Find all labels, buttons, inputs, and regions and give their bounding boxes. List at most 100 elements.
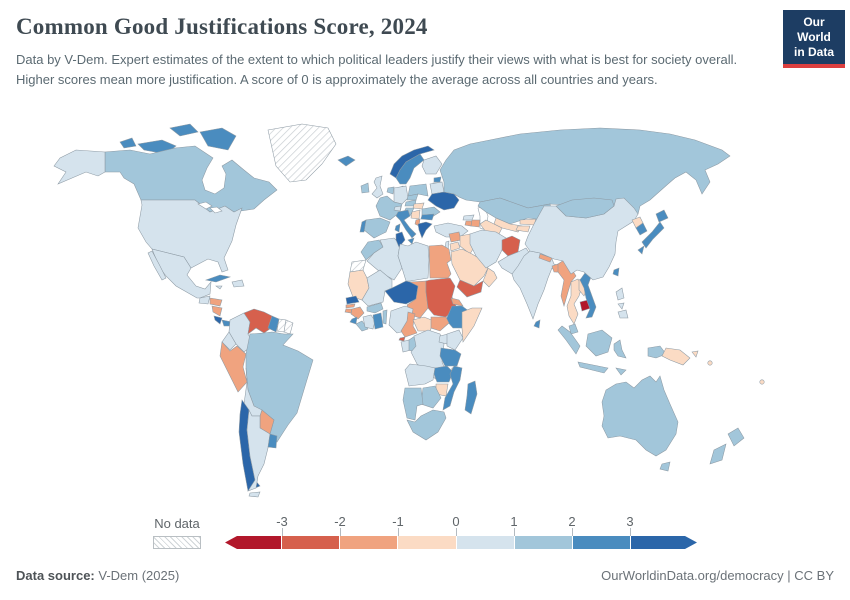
country-fiji[interactable] bbox=[759, 379, 765, 385]
country-greece[interactable] bbox=[417, 221, 433, 239]
country-philippines-visayas[interactable] bbox=[617, 302, 625, 310]
country-angola[interactable] bbox=[404, 363, 436, 387]
country-benin[interactable] bbox=[382, 309, 388, 325]
owid-url-license[interactable]: OurWorldinData.org/democracy | CC BY bbox=[601, 568, 834, 583]
country-canada-arctic-4[interactable] bbox=[119, 137, 137, 149]
legend-bin-2-3[interactable] bbox=[573, 536, 630, 549]
country-japan-honshu[interactable] bbox=[641, 221, 665, 249]
country-netherlands[interactable] bbox=[386, 186, 395, 195]
country-south-korea[interactable] bbox=[635, 222, 648, 236]
country-nicaragua[interactable] bbox=[211, 305, 223, 317]
country-zambia[interactable] bbox=[433, 365, 454, 383]
country-taiwan[interactable] bbox=[612, 267, 620, 277]
country-senegal[interactable] bbox=[345, 295, 360, 305]
country-sweden[interactable] bbox=[395, 153, 425, 185]
country-tajikistan[interactable] bbox=[515, 225, 531, 233]
country-canada-arctic-2[interactable] bbox=[199, 127, 237, 151]
country-estonia[interactable] bbox=[433, 176, 442, 183]
country-switzerland[interactable] bbox=[393, 205, 402, 212]
country-japan-kyushu[interactable] bbox=[637, 245, 645, 255]
country-uruguay[interactable] bbox=[267, 433, 278, 449]
country-ireland[interactable] bbox=[360, 182, 370, 194]
legend-bin-below-neg3[interactable] bbox=[225, 536, 281, 549]
country-ghana[interactable] bbox=[372, 312, 384, 330]
country-venezuela[interactable] bbox=[243, 308, 275, 335]
country-italy[interactable] bbox=[395, 209, 417, 239]
country-syria[interactable] bbox=[448, 231, 462, 243]
country-bulgaria[interactable] bbox=[420, 213, 435, 221]
country-costa-rica[interactable] bbox=[213, 315, 223, 325]
country-georgia[interactable] bbox=[462, 214, 475, 221]
country-cameroon[interactable] bbox=[400, 311, 418, 338]
country-somalia[interactable] bbox=[461, 307, 483, 343]
owid-logo[interactable]: Our World in Data bbox=[783, 10, 845, 68]
country-argentina[interactable] bbox=[246, 409, 271, 492]
country-tanzania[interactable] bbox=[439, 347, 462, 367]
country-spain[interactable] bbox=[363, 217, 391, 239]
country-namibia[interactable] bbox=[402, 387, 424, 421]
country-burkina-faso[interactable] bbox=[366, 302, 384, 314]
country-madagascar[interactable] bbox=[464, 380, 478, 415]
country-tunisia[interactable] bbox=[395, 231, 406, 248]
country-indonesia-papua[interactable] bbox=[647, 345, 667, 359]
country-cuba[interactable] bbox=[204, 274, 232, 283]
legend-bin-neg3-neg2[interactable] bbox=[282, 536, 339, 549]
country-germany[interactable] bbox=[393, 185, 409, 205]
country-mozambique[interactable] bbox=[442, 365, 463, 411]
country-italy-sicily[interactable] bbox=[407, 237, 415, 245]
country-indonesia-sulawesi[interactable] bbox=[613, 339, 627, 359]
country-ecuador[interactable] bbox=[221, 331, 237, 351]
country-tierra-del-fuego[interactable] bbox=[248, 491, 261, 498]
country-solomon-islands[interactable] bbox=[707, 360, 713, 366]
country-liberia[interactable] bbox=[355, 320, 369, 332]
country-honduras[interactable] bbox=[209, 297, 223, 307]
country-indonesia-borneo[interactable] bbox=[585, 329, 613, 357]
country-malaysia[interactable] bbox=[568, 323, 579, 335]
country-new-zealand-north[interactable] bbox=[727, 427, 745, 447]
country-australia[interactable] bbox=[601, 375, 679, 457]
country-guyana[interactable] bbox=[267, 315, 280, 333]
legend-bin-neg1-0[interactable] bbox=[398, 536, 455, 549]
legend-no-data-swatch[interactable] bbox=[153, 536, 201, 549]
country-canada-arctic-3[interactable] bbox=[169, 123, 199, 137]
country-equatorial-guinea[interactable] bbox=[398, 336, 406, 342]
country-alaska[interactable] bbox=[53, 149, 106, 185]
country-philippines-mindanao[interactable] bbox=[617, 309, 629, 319]
country-sierra-leone[interactable] bbox=[349, 316, 358, 325]
country-new-britain[interactable] bbox=[691, 350, 699, 358]
legend-bin-above-3[interactable] bbox=[631, 536, 697, 549]
country-mongolia[interactable] bbox=[555, 197, 615, 219]
country-poland[interactable] bbox=[407, 183, 429, 197]
country-peru[interactable] bbox=[219, 341, 248, 393]
country-indonesia-java[interactable] bbox=[577, 361, 609, 374]
country-oman[interactable] bbox=[482, 267, 498, 288]
country-cote-divoire[interactable] bbox=[362, 314, 376, 330]
country-south-africa[interactable] bbox=[406, 409, 447, 441]
country-tasmania[interactable] bbox=[659, 461, 671, 472]
country-indonesia-timor[interactable] bbox=[615, 367, 627, 376]
country-hungary[interactable] bbox=[412, 202, 425, 210]
country-mali[interactable] bbox=[361, 269, 393, 307]
country-philippines-luzon[interactable] bbox=[615, 287, 625, 301]
country-guinea[interactable] bbox=[350, 306, 365, 320]
country-dominican-republic[interactable] bbox=[231, 279, 245, 288]
country-italy-sardinia[interactable] bbox=[394, 223, 401, 233]
country-mexico-baja[interactable] bbox=[147, 250, 167, 281]
country-greenland[interactable] bbox=[267, 123, 337, 183]
country-libya[interactable] bbox=[397, 241, 430, 282]
legend-bin-1-2[interactable] bbox=[515, 536, 572, 549]
country-iceland[interactable] bbox=[337, 155, 356, 167]
country-eritrea[interactable] bbox=[450, 297, 464, 307]
country-egypt[interactable] bbox=[428, 244, 452, 279]
country-portugal[interactable] bbox=[359, 219, 367, 233]
legend-bin-0-1[interactable] bbox=[457, 536, 514, 549]
country-new-zealand-south[interactable] bbox=[709, 443, 727, 465]
country-iran[interactable] bbox=[469, 229, 507, 269]
country-guinea-bissau[interactable] bbox=[344, 308, 353, 314]
country-united-states[interactable] bbox=[137, 199, 243, 273]
country-jamaica[interactable] bbox=[215, 285, 223, 290]
legend-bin-neg2-neg1[interactable] bbox=[340, 536, 397, 549]
country-kenya[interactable] bbox=[446, 329, 464, 351]
country-united-kingdom[interactable] bbox=[371, 175, 384, 199]
country-azerbaijan[interactable] bbox=[470, 219, 481, 228]
